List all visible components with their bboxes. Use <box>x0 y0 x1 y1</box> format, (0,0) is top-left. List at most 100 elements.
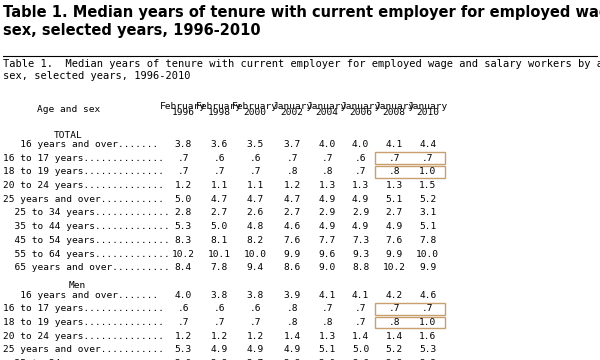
Text: 4.9: 4.9 <box>284 345 301 354</box>
Text: 20 to 24 years..............: 20 to 24 years.............. <box>3 332 164 341</box>
Text: 9.0: 9.0 <box>319 263 335 272</box>
Text: .7: .7 <box>213 318 225 327</box>
Text: 18 to 19 years..............: 18 to 19 years.............. <box>3 167 164 176</box>
Text: 2.7: 2.7 <box>247 359 263 360</box>
Text: .7: .7 <box>422 154 434 163</box>
Text: 2.7: 2.7 <box>284 208 301 217</box>
Text: 5.3: 5.3 <box>175 345 191 354</box>
Text: .7: .7 <box>249 167 261 176</box>
Text: 9.9: 9.9 <box>386 249 403 258</box>
Text: 4.9: 4.9 <box>352 195 369 204</box>
Text: 5.1: 5.1 <box>386 195 403 204</box>
Text: 18 to 19 years..............: 18 to 19 years.............. <box>3 318 164 327</box>
Text: 4.4: 4.4 <box>419 140 436 149</box>
Text: 1996: 1996 <box>172 108 194 117</box>
Text: 7.6: 7.6 <box>284 236 301 245</box>
Text: 3.8: 3.8 <box>247 291 263 300</box>
Text: 7.8: 7.8 <box>211 263 227 272</box>
Text: 2010: 2010 <box>416 108 439 117</box>
Text: 3.6: 3.6 <box>211 140 227 149</box>
Text: January: January <box>272 102 313 111</box>
Text: .7: .7 <box>213 167 225 176</box>
Text: 16 years and over.......: 16 years and over....... <box>3 291 158 300</box>
Text: 4.8: 4.8 <box>247 222 263 231</box>
Text: 4.7: 4.7 <box>247 195 263 204</box>
Text: 1.1: 1.1 <box>211 181 227 190</box>
Text: 9.9: 9.9 <box>419 263 436 272</box>
Text: 4.9: 4.9 <box>319 195 335 204</box>
Text: 10.2: 10.2 <box>172 249 194 258</box>
Text: .7: .7 <box>355 318 367 327</box>
Text: 1.2: 1.2 <box>211 332 227 341</box>
Text: .7: .7 <box>422 304 434 313</box>
Text: 8.1: 8.1 <box>211 236 227 245</box>
Text: 7.8: 7.8 <box>419 236 436 245</box>
Text: 2.7: 2.7 <box>211 208 227 217</box>
Text: .7: .7 <box>286 154 298 163</box>
Text: 16 to 17 years..............: 16 to 17 years.............. <box>3 154 164 163</box>
Text: 8.3: 8.3 <box>175 236 191 245</box>
Text: 2.9: 2.9 <box>352 359 369 360</box>
Text: 8.2: 8.2 <box>247 236 263 245</box>
Text: 4.9: 4.9 <box>319 222 335 231</box>
Text: February: February <box>160 102 206 111</box>
Text: 10.0: 10.0 <box>244 249 266 258</box>
Text: 7.3: 7.3 <box>352 236 369 245</box>
Text: 4.6: 4.6 <box>284 222 301 231</box>
Text: 1998: 1998 <box>208 108 230 117</box>
Text: 10.1: 10.1 <box>208 249 230 258</box>
Text: 2.8: 2.8 <box>386 359 403 360</box>
Text: 4.1: 4.1 <box>352 291 369 300</box>
Text: 2008: 2008 <box>383 108 406 117</box>
Text: Age and sex: Age and sex <box>37 105 101 114</box>
Text: 5.1: 5.1 <box>419 222 436 231</box>
Text: 55 to 64 years.............: 55 to 64 years............. <box>3 249 170 258</box>
Text: .8: .8 <box>388 318 400 327</box>
Text: .6: .6 <box>213 304 225 313</box>
Text: 1.0: 1.0 <box>419 318 436 327</box>
Text: 5.3: 5.3 <box>175 222 191 231</box>
Text: 4.9: 4.9 <box>211 345 227 354</box>
Text: 10.2: 10.2 <box>383 263 406 272</box>
Text: 3.2: 3.2 <box>419 359 436 360</box>
Text: .7: .7 <box>177 167 189 176</box>
Text: 1.2: 1.2 <box>175 181 191 190</box>
Text: .6: .6 <box>213 154 225 163</box>
Text: 2.8: 2.8 <box>284 359 301 360</box>
Text: 1.4: 1.4 <box>284 332 301 341</box>
Text: .7: .7 <box>249 318 261 327</box>
Text: 1.4: 1.4 <box>352 332 369 341</box>
Text: 4.0: 4.0 <box>352 140 369 149</box>
Text: 5.3: 5.3 <box>419 345 436 354</box>
Text: 4.7: 4.7 <box>284 195 301 204</box>
Text: 4.0: 4.0 <box>319 140 335 149</box>
Text: .6: .6 <box>355 154 367 163</box>
Text: 5.0: 5.0 <box>211 222 227 231</box>
Text: 4.2: 4.2 <box>386 291 403 300</box>
Text: 2002: 2002 <box>281 108 304 117</box>
Text: 2000: 2000 <box>244 108 266 117</box>
Text: 2.9: 2.9 <box>319 208 335 217</box>
Text: .8: .8 <box>286 304 298 313</box>
Text: 45 to 54 years.............: 45 to 54 years............. <box>3 236 170 245</box>
Text: 3.7: 3.7 <box>284 140 301 149</box>
Text: 8.4: 8.4 <box>175 263 191 272</box>
Text: January: January <box>307 102 347 111</box>
Text: 9.4: 9.4 <box>247 263 263 272</box>
Text: 3.0: 3.0 <box>319 359 335 360</box>
Text: 5.1: 5.1 <box>319 345 335 354</box>
Text: 1.5: 1.5 <box>419 181 436 190</box>
Text: 5.0: 5.0 <box>352 345 369 354</box>
Text: .8: .8 <box>321 167 333 176</box>
Text: .8: .8 <box>286 167 298 176</box>
Text: 1.2: 1.2 <box>247 332 263 341</box>
Text: Table 1. Median years of tenure with current employer for employed wage and sala: Table 1. Median years of tenure with cur… <box>3 5 600 38</box>
Text: 1.3: 1.3 <box>386 181 403 190</box>
Text: 4.1: 4.1 <box>319 291 335 300</box>
Text: 3.5: 3.5 <box>247 140 263 149</box>
Text: .7: .7 <box>321 304 333 313</box>
Text: 65 years and over..........: 65 years and over.......... <box>3 263 170 272</box>
Text: 9.3: 9.3 <box>352 249 369 258</box>
Text: .7: .7 <box>355 167 367 176</box>
Text: 5.2: 5.2 <box>419 195 436 204</box>
